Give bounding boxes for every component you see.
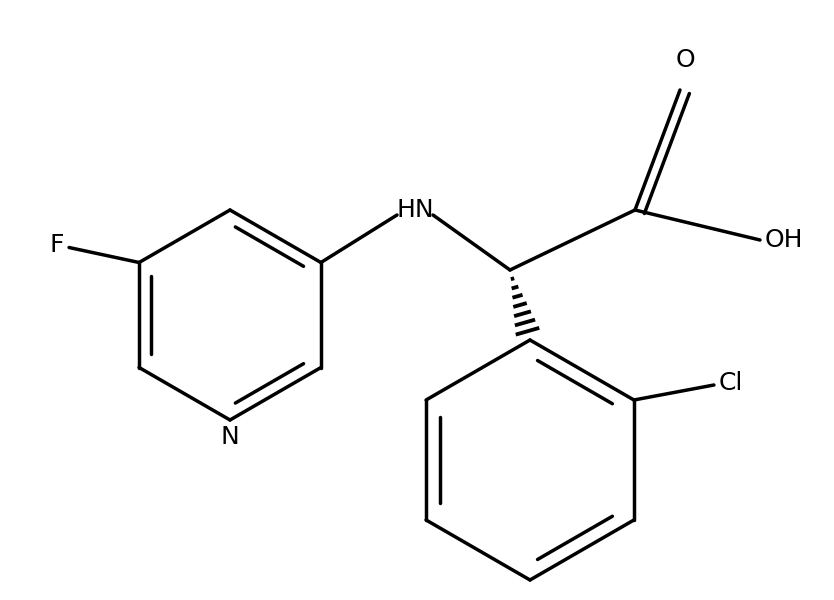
Text: HN: HN [396,198,434,222]
Text: N: N [221,425,239,449]
Text: O: O [676,48,695,72]
Text: F: F [49,233,64,257]
Text: Cl: Cl [719,371,743,395]
Text: OH: OH [765,228,803,252]
